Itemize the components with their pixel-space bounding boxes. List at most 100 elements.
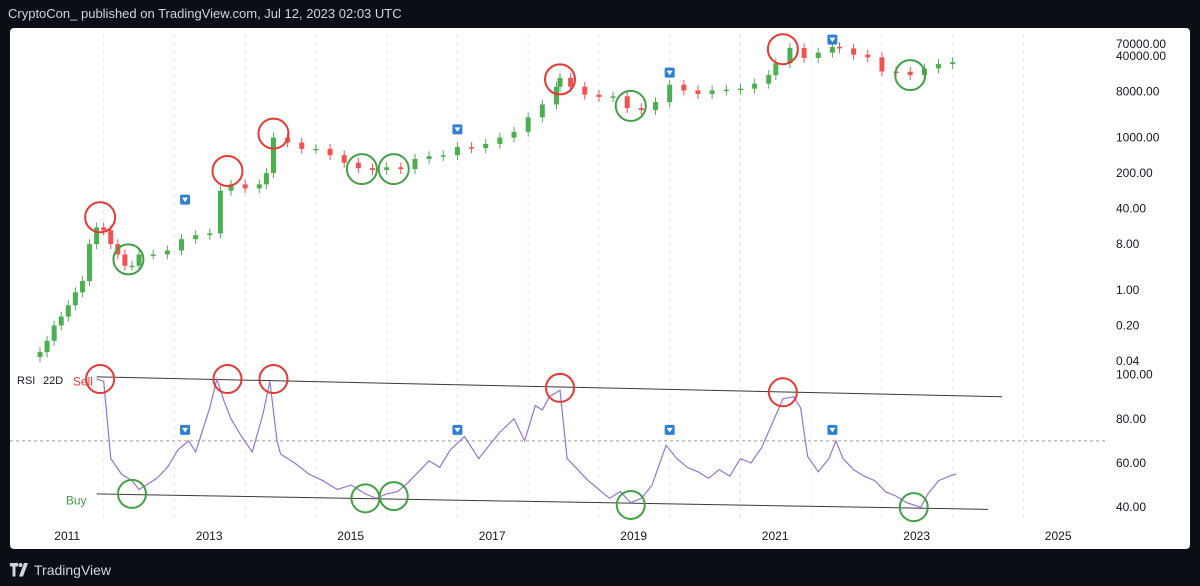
- candle-body: [568, 77, 574, 87]
- sell-signal-circle: [258, 364, 289, 395]
- candle-body: [766, 75, 772, 84]
- candle-body: [217, 190, 223, 234]
- candle-body: [164, 250, 170, 255]
- sell-signal-circle: [212, 364, 243, 395]
- down-arrow-marker-icon: [452, 124, 463, 135]
- candle-body: [179, 239, 184, 251]
- rsi-y-tick-label: 40.00: [1116, 500, 1146, 514]
- publish-header: CryptoCon_ published on TradingView.com,…: [8, 6, 402, 21]
- rsi-legend-param[interactable]: 22D: [43, 375, 63, 387]
- chart-panel: Sell Buy 2011 2013 2015 2017 2019 2021 2023 2025…: [10, 28, 1190, 549]
- candle-body: [851, 48, 857, 55]
- marker-arrow: [666, 70, 673, 76]
- brand-name: TradingView: [34, 562, 112, 578]
- rsi-pane: Sell Buy: [10, 364, 1105, 523]
- sell-signal-circle: [85, 364, 116, 395]
- price-y-tick-label: 8000.00: [1116, 85, 1160, 99]
- marker-arrow: [454, 127, 461, 132]
- candle-body: [440, 155, 446, 157]
- candle-body: [752, 83, 758, 89]
- candle-body: [341, 155, 347, 163]
- candle-body: [94, 227, 100, 245]
- rsi-channel-line: [96, 493, 989, 510]
- marker-arrow: [182, 197, 189, 203]
- candle-body: [497, 137, 503, 144]
- candle-body: [384, 167, 390, 171]
- candle-body: [398, 167, 404, 170]
- rsi-y-tick-label: 60.00: [1116, 456, 1146, 470]
- candle-body: [596, 94, 602, 97]
- price-y-tick-label: 1000.00: [1116, 131, 1160, 145]
- rsi-line: [96, 376, 957, 508]
- axes: 2011 2013 2015 2017 2019 2021 2023 2025 70000.00…: [54, 37, 1166, 543]
- candle-body: [58, 316, 64, 326]
- candle-body: [787, 48, 793, 64]
- sell-signal-circle: [84, 201, 117, 234]
- sell-signal-circle: [767, 377, 798, 408]
- candle-body: [150, 254, 156, 256]
- sell-annotation: Sell: [73, 374, 93, 388]
- candle-body: [129, 265, 135, 268]
- price-y-tick-label: 1.00: [1116, 283, 1140, 297]
- sell-signal-circle: [766, 33, 799, 66]
- buy-signal-circle: [614, 89, 647, 122]
- sell-signal-circle: [544, 63, 577, 96]
- x-tick-label: 2023: [903, 529, 930, 543]
- down-arrow-marker-icon: [827, 34, 838, 45]
- candle-body: [79, 281, 85, 293]
- buy-signal-circle: [112, 243, 145, 276]
- price-y-tick-label: 0.04: [1116, 354, 1140, 368]
- candle-body: [610, 96, 616, 98]
- candle-body: [773, 63, 779, 76]
- candle-body: [136, 254, 142, 266]
- candle-body: [829, 46, 835, 53]
- price-pane: [37, 33, 956, 362]
- candle-body: [37, 352, 43, 357]
- candle-body: [193, 235, 199, 240]
- candle-body: [313, 148, 319, 151]
- sell-signal-circle: [545, 372, 576, 403]
- candle-body: [815, 52, 821, 58]
- buy-signal-circle: [116, 478, 147, 509]
- down-arrow-marker-icon: [664, 424, 675, 435]
- candle-body: [950, 62, 956, 65]
- candle-body: [327, 148, 333, 156]
- candle-body: [263, 173, 269, 185]
- candle-body: [65, 305, 71, 317]
- marker-arrow: [829, 427, 836, 433]
- marker-arrow: [454, 427, 461, 433]
- chart-svg: Sell Buy 2011 2013 2015 2017 2019 2021 2023 2025…: [10, 33, 1166, 543]
- candle-body: [511, 131, 517, 138]
- candle-body: [836, 46, 842, 49]
- price-y-tick-label: 200.00: [1116, 166, 1153, 180]
- candle-body: [638, 108, 644, 110]
- candle-body: [723, 89, 729, 92]
- candle-body: [879, 57, 885, 72]
- price-y-tick-label: 0.20: [1116, 318, 1140, 332]
- sell-signal-circle: [211, 154, 244, 187]
- x-tick-label: 2015: [337, 529, 364, 543]
- price-y-tick-label: 40000.00: [1116, 49, 1166, 63]
- candle-body: [207, 233, 213, 236]
- x-tick-label: 2011: [54, 529, 80, 543]
- x-tick-label: 2017: [479, 529, 506, 543]
- down-arrow-marker-icon: [452, 424, 463, 435]
- candle-body: [469, 147, 475, 149]
- rsi-legend-name[interactable]: RSI: [17, 375, 35, 387]
- candle-body: [695, 90, 701, 95]
- brand-footer: TradingView: [10, 559, 111, 581]
- candle-body: [256, 184, 262, 189]
- buy-signal-circle: [377, 153, 410, 186]
- price-y-tick-label: 70000.00: [1116, 37, 1166, 51]
- candle-body: [525, 117, 531, 132]
- candle-body: [709, 90, 715, 95]
- candle-body: [426, 156, 432, 159]
- buy-signal-circle: [378, 481, 409, 512]
- tradingview-logo-icon: [10, 563, 28, 577]
- candle-body: [865, 54, 871, 58]
- candle-body: [101, 227, 107, 231]
- candle-body: [624, 96, 630, 109]
- buy-signal-circle: [615, 489, 646, 520]
- candle-body: [454, 147, 460, 156]
